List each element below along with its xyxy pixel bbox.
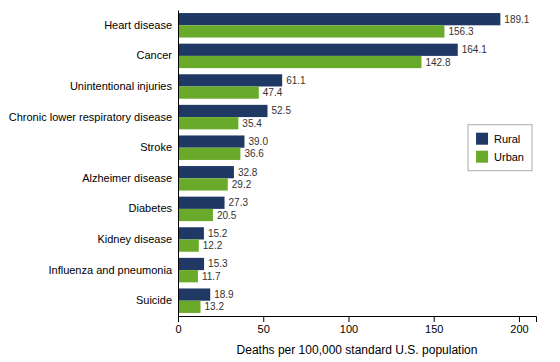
x-axis: 0 50 100 150 200 [175, 316, 536, 335]
data-label: 15.2 [208, 228, 228, 239]
data-label: 52.5 [272, 105, 292, 116]
legend-frame [468, 125, 532, 171]
data-label: 142.8 [425, 57, 450, 68]
legend-swatch [476, 133, 488, 145]
bar [178, 197, 225, 209]
bar [178, 209, 213, 221]
y-tick-label: Influenza and pneumonia [48, 264, 172, 276]
data-label: 13.2 [205, 301, 225, 312]
bar [178, 87, 259, 99]
bar [178, 44, 458, 56]
legend-swatch [476, 151, 488, 163]
x-tick-mark [263, 316, 264, 322]
legend-item: Rural [476, 133, 520, 145]
data-label: 15.3 [208, 258, 228, 269]
y-tick: Cancer [137, 49, 178, 61]
data-label: 47.4 [263, 87, 283, 98]
bar [178, 105, 268, 117]
bar [178, 258, 204, 270]
bar [178, 240, 199, 252]
series-bars [178, 13, 500, 301]
bar [178, 148, 240, 160]
x-tick: 0 [175, 316, 181, 335]
x-tick-mark [434, 316, 435, 322]
legend-label: Rural [494, 133, 520, 145]
data-label: 27.3 [229, 197, 249, 208]
x-tick-label: 200 [510, 323, 528, 335]
y-tick: Alzheimer disease [82, 172, 178, 184]
data-label: 61.1 [286, 75, 306, 86]
x-tick-label: 50 [258, 323, 270, 335]
data-label: 29.2 [232, 179, 252, 190]
x-tick-mark [178, 316, 179, 322]
y-tick: Influenza and pneumonia [48, 264, 178, 276]
data-label: 35.4 [242, 118, 262, 129]
legend: Rural Urban [468, 125, 532, 171]
plot: 189.1 164.1 61.1 52.5 39.0 32.8 27.3 15.2 15.3 18… [9, 11, 537, 335]
y-tick: Unintentional injuries [70, 80, 178, 92]
y-tick: Suicide [136, 294, 178, 306]
x-axis-title: Deaths per 100,000 standard U.S. populat… [237, 343, 478, 357]
bar [178, 288, 210, 300]
y-tick-label: Stroke [140, 141, 172, 153]
bar [178, 301, 201, 313]
x-axis-line [179, 317, 537, 323]
y-tick-label: Cancer [137, 49, 173, 61]
data-label: 18.9 [214, 289, 234, 300]
x-tick: 100 [340, 316, 358, 335]
y-tick-label: Kidney disease [97, 233, 172, 245]
bar [178, 227, 204, 239]
bar [178, 74, 282, 86]
legend-item: Urban [476, 151, 524, 163]
data-label: 20.5 [217, 210, 237, 221]
x-tick: 200 [510, 316, 528, 335]
chart: 189.1 164.1 61.1 52.5 39.0 32.8 27.3 15.2 15.3 18… [0, 0, 560, 362]
series-bars [178, 25, 444, 313]
data-label: 189.1 [504, 14, 529, 25]
bar [178, 135, 244, 147]
y-tick-label: Chronic lower respiratory disease [9, 111, 172, 123]
x-tick-label: 150 [425, 323, 443, 335]
bar [178, 25, 444, 37]
bar [178, 13, 500, 25]
y-tick: Stroke [140, 141, 178, 153]
bar [178, 270, 198, 282]
y-tick-label: Unintentional injuries [70, 80, 173, 92]
data-label: 32.8 [238, 167, 258, 178]
x-tick: 150 [425, 316, 443, 335]
y-tick: Kidney disease [97, 233, 178, 245]
y-tick: Heart disease [104, 19, 178, 31]
bar [178, 166, 234, 178]
data-label: 39.0 [248, 136, 268, 147]
data-label: 156.3 [448, 26, 473, 37]
x-tick-mark [348, 316, 349, 322]
y-tick-label: Alzheimer disease [82, 172, 172, 184]
bar [178, 117, 238, 129]
y-tick: Diabetes [129, 202, 178, 214]
legend-label: Urban [494, 151, 524, 163]
y-tick-label: Heart disease [104, 19, 172, 31]
data-label: 12.2 [203, 240, 223, 251]
x-tick: 50 [258, 316, 270, 335]
data-label: 36.6 [244, 148, 264, 159]
bar [178, 178, 228, 190]
x-tick-label: 100 [340, 323, 358, 335]
y-tick-label: Diabetes [129, 202, 173, 214]
y-tick: Chronic lower respiratory disease [9, 111, 178, 123]
bars [178, 13, 500, 313]
data-label: 164.1 [462, 44, 487, 55]
x-tick-label: 0 [175, 323, 181, 335]
bar [178, 56, 421, 68]
y-axis: Heart disease Cancer Unintentional injurie… [9, 11, 179, 317]
x-tick-mark [519, 316, 520, 322]
y-axis-line [178, 11, 179, 317]
y-tick-label: Suicide [136, 294, 172, 306]
data-label: 11.7 [202, 271, 221, 282]
